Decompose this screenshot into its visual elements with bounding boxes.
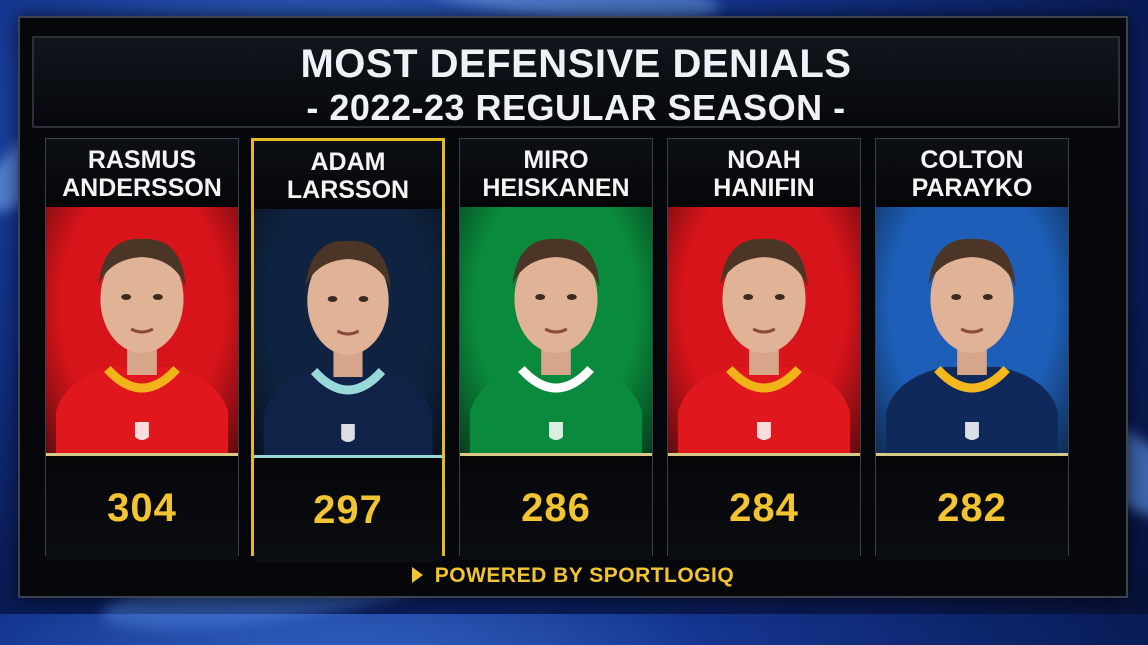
player-headshot-icon <box>668 207 860 453</box>
player-last-name: HEISKANEN <box>482 174 630 202</box>
player-name: ADAM LARSSON <box>254 141 442 209</box>
player-card: NOAH HANIFIN 284 <box>667 138 861 560</box>
player-first-name: NOAH <box>727 146 801 174</box>
player-last-name: HANIFIN <box>713 174 815 202</box>
player-first-name: MIRO <box>523 146 589 174</box>
player-first-name: ADAM <box>310 148 386 176</box>
card-divider <box>668 453 860 456</box>
denials-value: 297 <box>254 458 442 562</box>
sponsor-credit: POWERED BY SPORTLOGIQ <box>20 564 1126 588</box>
player-headshot-icon <box>46 207 238 453</box>
denials-value: 284 <box>668 456 860 560</box>
card-divider <box>46 453 238 456</box>
player-headshot-icon <box>254 209 442 455</box>
player-headshot-icon <box>460 207 652 453</box>
player-first-name: RASMUS <box>87 146 197 174</box>
player-card: COLTON PARAYKO 282 <box>875 138 1069 560</box>
player-name: MIRO HEISKANEN <box>460 139 652 207</box>
player-name: COLTON PARAYKO <box>876 139 1068 207</box>
player-card: RASMUS ANDERSSON 304 <box>45 138 239 560</box>
card-divider <box>460 453 652 456</box>
sponsor-text: POWERED BY SPORTLOGIQ <box>434 564 735 587</box>
denials-value: 286 <box>460 456 652 560</box>
player-card: ADAM LARSSON 297 <box>251 138 445 562</box>
denials-value: 282 <box>876 456 1068 560</box>
title-banner: MOST DEFENSIVE DENIALS - 2022-23 REGULAR… <box>32 36 1120 128</box>
title-line-1: MOST DEFENSIVE DENIALS <box>300 42 852 86</box>
denials-value: 304 <box>46 456 238 560</box>
player-last-name: ANDERSSON <box>62 174 222 202</box>
player-name: RASMUS ANDERSSON <box>46 139 238 207</box>
player-last-name: PARAYKO <box>911 174 1033 202</box>
player-last-name: LARSSON <box>286 176 410 204</box>
player-card: MIRO HEISKANEN 286 <box>459 138 653 560</box>
leaderboard-panel: MOST DEFENSIVE DENIALS - 2022-23 REGULAR… <box>18 16 1128 598</box>
card-divider <box>254 455 442 458</box>
title-line-2: - 2022-23 REGULAR SEASON - <box>306 87 846 128</box>
player-first-name: COLTON <box>920 146 1024 174</box>
play-triangle-icon <box>411 567 423 583</box>
player-name: NOAH HANIFIN <box>668 139 860 207</box>
player-headshot-icon <box>876 207 1068 453</box>
card-divider <box>876 453 1068 456</box>
